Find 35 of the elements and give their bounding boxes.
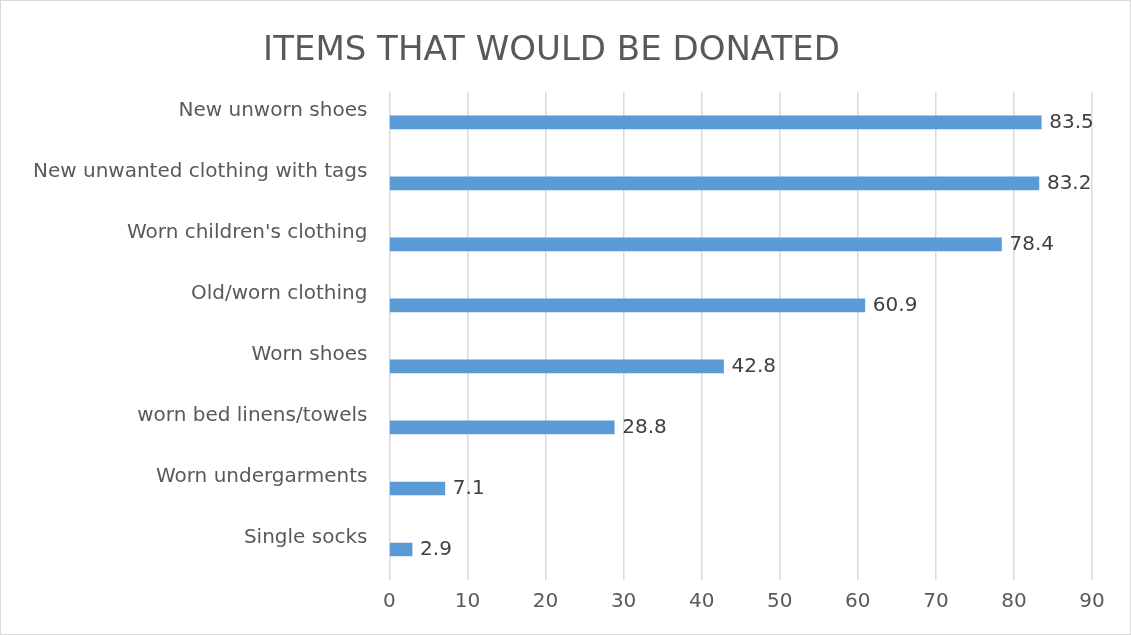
data-label: 78.4 (1009, 230, 1054, 255)
data-label: 2.9 (420, 535, 452, 560)
x-tick-label: 40 (688, 588, 715, 613)
x-tick-label: 30 (610, 588, 637, 613)
y-tick-label: Old/worn clothing (190, 279, 368, 304)
bar (389, 481, 446, 496)
y-tick-label: Single socks (243, 523, 368, 548)
data-label: 28.8 (622, 413, 667, 438)
y-tick-label: Worn shoes (251, 340, 368, 365)
y-tick-label: worn bed linens/towels (137, 401, 368, 426)
y-tick-label: New unworn shoes (178, 96, 368, 121)
x-tick-label: 90 (1079, 588, 1105, 613)
data-label: 83.2 (1046, 169, 1092, 194)
x-tick-label: 50 (767, 588, 793, 613)
data-label: 83.5 (1049, 108, 1094, 133)
x-tick-label: 0 (383, 588, 396, 613)
y-tick-label: New unwanted clothing with tags (32, 157, 368, 182)
bar (389, 542, 413, 557)
bar (389, 420, 615, 435)
y-tick-label: Worn children's clothing (126, 218, 368, 243)
y-tick-label: Worn undergarments (155, 462, 368, 487)
bar (389, 115, 1042, 130)
bar (389, 176, 1040, 191)
bar (389, 298, 866, 313)
x-tick-label: 60 (845, 588, 871, 613)
bar (389, 237, 1002, 252)
bar (389, 359, 724, 374)
x-tick-label: 70 (923, 588, 949, 613)
data-label: 42.8 (731, 352, 777, 377)
data-label: 60.9 (872, 291, 918, 316)
x-tick-label: 10 (454, 588, 481, 613)
x-tick-label: 20 (532, 588, 559, 613)
x-tick-label: 80 (1001, 588, 1027, 613)
data-label: 7.1 (452, 474, 485, 499)
chart-title: ITEMS THAT WOULD BE DONATED (263, 28, 840, 69)
